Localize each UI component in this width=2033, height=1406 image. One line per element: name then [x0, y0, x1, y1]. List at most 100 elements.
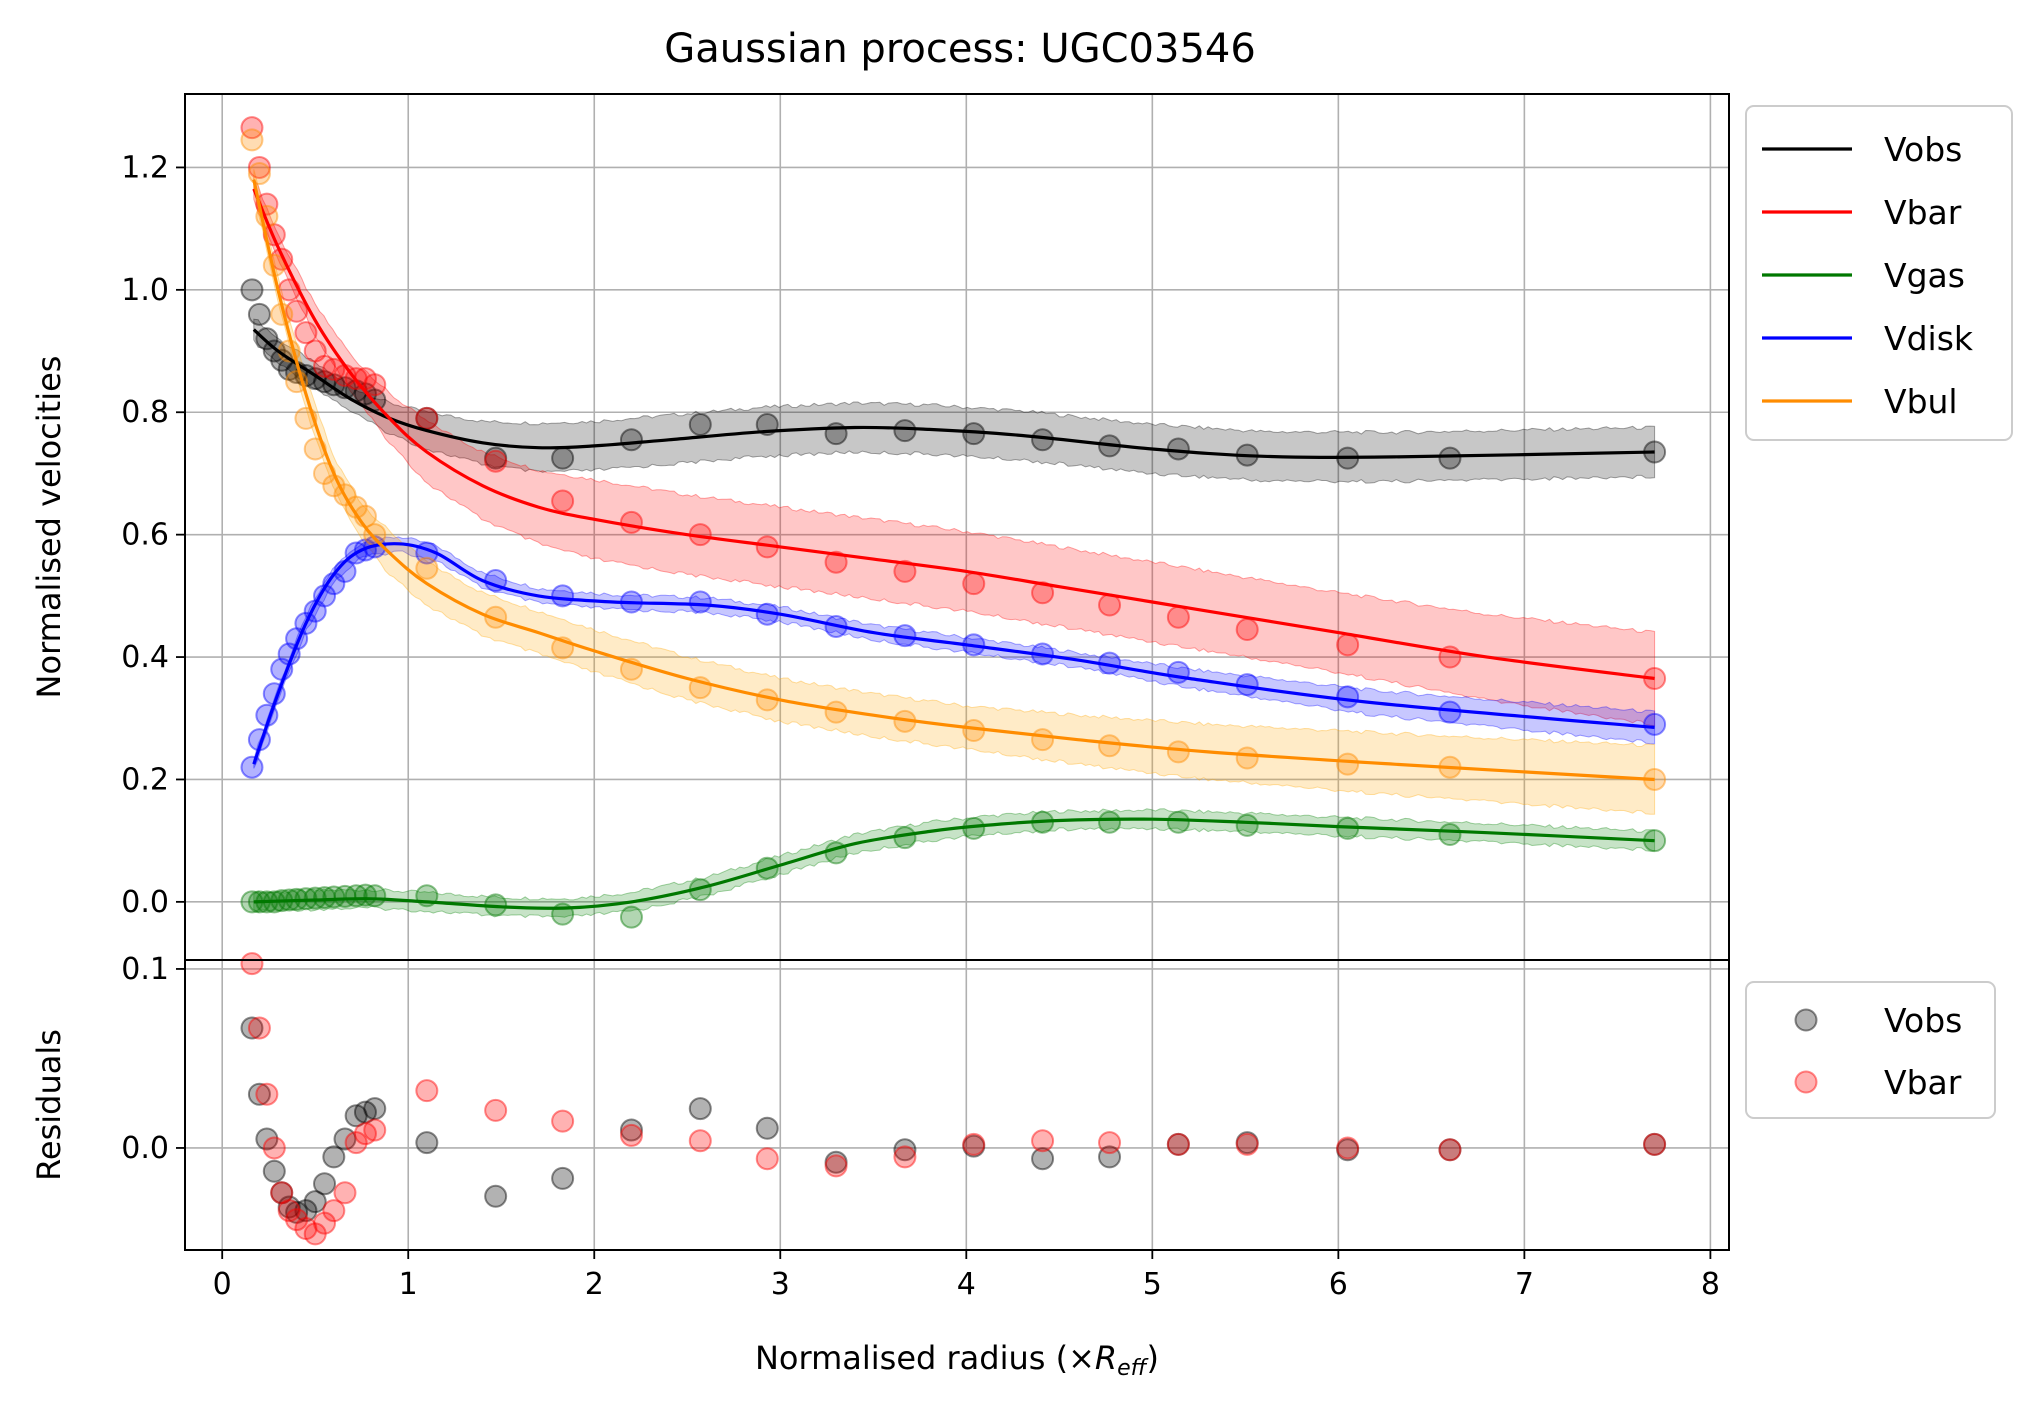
point-vobs-0 — [240, 278, 264, 302]
point-vdisk-30 — [1643, 712, 1667, 736]
point-vbul-26 — [1166, 740, 1190, 764]
point-vbul-27 — [1235, 746, 1259, 770]
residual-vbar-17 — [551, 1109, 575, 1133]
top-panel-y-axis-label: Normalised velocities — [30, 356, 68, 699]
point-vobs-19 — [688, 412, 712, 436]
xtick-label-5: 5 — [1143, 1267, 1162, 1302]
point-vgas-12 — [344, 884, 368, 908]
residual-vobs-27 — [1235, 1131, 1259, 1155]
bottom-panel-frame — [184, 959, 1730, 1251]
point-vbar-1 — [247, 155, 271, 179]
point-vbar-8 — [303, 339, 327, 363]
residual-vobs-7 — [294, 1199, 318, 1223]
point-vbul-25 — [1098, 734, 1122, 758]
residual-vobs-23 — [962, 1134, 986, 1158]
residual-vbar-12 — [344, 1131, 368, 1155]
point-vobs-22 — [893, 419, 917, 443]
top-panel-y-ticks: 0.0 0.2 0.4 0.6 0.8 1.0 1.2 — [121, 150, 185, 920]
point-vbar-21 — [824, 550, 848, 574]
point-vbar-16 — [484, 449, 508, 473]
residual-vobs-30 — [1643, 1132, 1667, 1156]
residual-vobs-12 — [344, 1104, 368, 1128]
curve-vobs — [252, 328, 1655, 459]
xtick-label-7: 7 — [1515, 1267, 1534, 1302]
bottom-legend-swatch-vbar — [1794, 1070, 1818, 1094]
point-vobs-18 — [619, 428, 643, 452]
point-vbar-0 — [240, 116, 264, 140]
bottom-legend-swatch-vobs — [1794, 1008, 1818, 1032]
xtick-label-2: 2 — [585, 1267, 604, 1302]
point-vbar-17 — [551, 489, 575, 513]
residual-vbar-11 — [333, 1181, 357, 1205]
residual-vbar-13 — [353, 1122, 377, 1146]
xtick-label-8: 8 — [1701, 1267, 1720, 1302]
curve-vgas — [253, 817, 1655, 910]
residual-vbar-3 — [262, 1136, 286, 1160]
x-axis-ticks: 0 1 2 3 4 5 6 7 8 — [213, 1250, 1720, 1302]
residual-vbar-0 — [240, 952, 264, 976]
point-vbar-15 — [415, 406, 439, 430]
point-vdisk-17 — [551, 584, 575, 608]
point-vgas-27 — [1235, 813, 1259, 837]
residual-vobs-16 — [484, 1184, 508, 1208]
point-vgas-18 — [619, 905, 643, 929]
point-vgas-11 — [333, 884, 357, 908]
point-vbul-28 — [1336, 752, 1360, 776]
residual-vobs-6 — [285, 1200, 309, 1224]
point-vbar-7 — [294, 321, 318, 345]
residual-vbar-19 — [688, 1129, 712, 1153]
top-ytick-label-1: 0.2 — [121, 762, 169, 797]
residual-vbar-5 — [277, 1199, 301, 1223]
residual-vbar-18 — [619, 1123, 643, 1147]
bottom-ytick-label-1: 0.1 — [121, 952, 169, 987]
xtick-label-6: 6 — [1329, 1267, 1348, 1302]
point-vgas-9 — [313, 886, 337, 910]
residual-vbar-14 — [363, 1118, 387, 1142]
point-vgas-14 — [363, 884, 387, 908]
residual-vobs-5 — [277, 1195, 301, 1219]
residual-vobs-22 — [893, 1138, 917, 1162]
top-legend-label-vgas: Vgas — [1884, 256, 1965, 295]
point-vobs-29 — [1438, 446, 1462, 470]
point-vdisk-0 — [240, 755, 264, 779]
residual-vbar-27 — [1235, 1132, 1259, 1156]
point-vgas-29 — [1438, 823, 1462, 847]
xtick-label-3: 3 — [771, 1267, 790, 1302]
xtick-label-4: 4 — [957, 1267, 976, 1302]
residual-vbar-6 — [285, 1208, 309, 1232]
residual-vobs-0 — [240, 1016, 264, 1040]
top-legend-label-vdisk: Vdisk — [1884, 319, 1974, 358]
residual-vbar-25 — [1098, 1131, 1122, 1155]
residual-vobs-2 — [255, 1127, 279, 1151]
top-ytick-label-3: 0.6 — [121, 518, 169, 553]
residual-vbar-24 — [1031, 1129, 1055, 1153]
top-ytick-label-5: 1.0 — [121, 273, 169, 308]
bottom-ytick-label-0: 0.0 — [121, 1131, 169, 1166]
residual-vbar-15 — [415, 1079, 439, 1103]
point-vgas-26 — [1166, 810, 1190, 834]
curve-vbar — [252, 188, 1655, 681]
residual-vbar-4 — [270, 1181, 294, 1205]
top-ytick-label-2: 0.4 — [121, 640, 169, 675]
point-vbul-12 — [344, 495, 368, 519]
band-vbar — [253, 176, 1656, 727]
residual-vobs-17 — [551, 1166, 575, 1190]
residual-vbar-7 — [294, 1217, 318, 1241]
residual-vobs-9 — [313, 1172, 337, 1196]
point-vbar-9 — [313, 354, 337, 378]
xtick-label-0: 0 — [213, 1267, 232, 1302]
residual-vobs-26 — [1166, 1132, 1190, 1156]
point-vbul-14 — [363, 523, 387, 547]
residual-vobs-21 — [824, 1150, 848, 1174]
top-ytick-label-0: 0.0 — [121, 885, 169, 920]
residual-vbar-22 — [893, 1145, 917, 1169]
bottom-panel-grid — [185, 960, 1729, 1250]
point-vobs-3 — [262, 339, 286, 363]
top-legend-label-vbul: Vbul — [1884, 382, 1958, 421]
point-vdisk-19 — [688, 590, 712, 614]
residual-vbar-26 — [1166, 1132, 1190, 1156]
residual-vobs-20 — [755, 1116, 779, 1140]
band-vgas — [253, 808, 1656, 919]
top-legend-label-vobs: Vobs — [1884, 130, 1962, 169]
